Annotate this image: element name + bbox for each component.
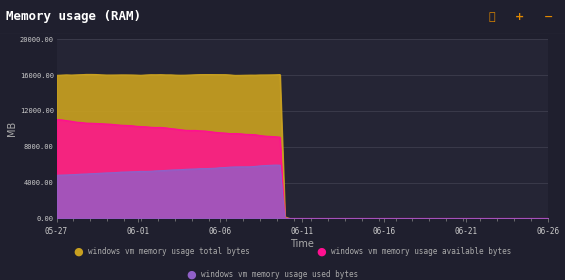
Text: ●: ● [316, 247, 326, 257]
Text: windows vm memory usage total bytes: windows vm memory usage total bytes [88, 248, 250, 256]
Text: ●: ● [186, 269, 196, 279]
Text: −: − [544, 12, 553, 22]
Text: Memory usage (RAM): Memory usage (RAM) [6, 10, 141, 23]
Y-axis label: MB: MB [7, 121, 17, 136]
Text: windows vm memory usage available bytes: windows vm memory usage available bytes [331, 248, 511, 256]
Text: windows vm memory usage used bytes: windows vm memory usage used bytes [201, 270, 358, 279]
X-axis label: Time: Time [290, 239, 314, 249]
Text: ●: ● [73, 247, 83, 257]
Text: ⤢: ⤢ [488, 12, 495, 22]
Text: +: + [515, 12, 524, 22]
